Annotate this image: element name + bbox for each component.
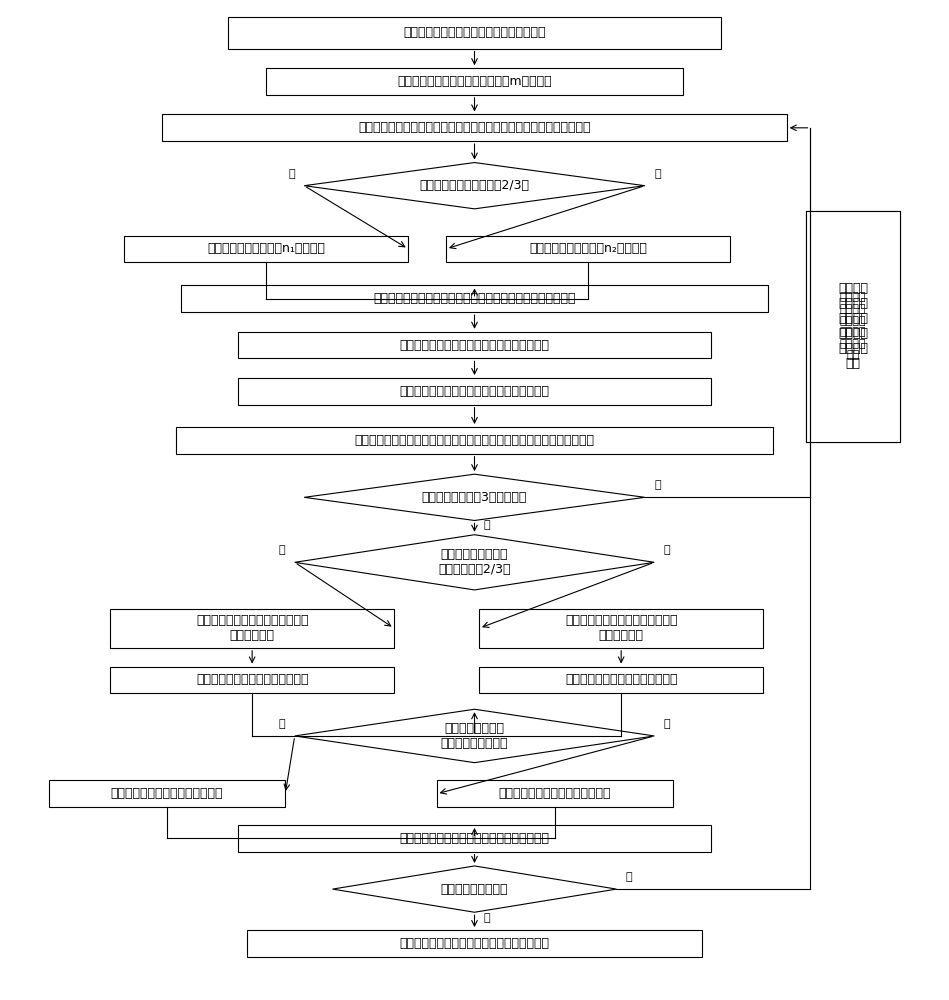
Text: 重复重点区域局部迭代过程直至满足终止条件: 重复重点区域局部迭代过程直至满足终止条件	[400, 832, 549, 845]
Text: 是: 是	[288, 169, 295, 179]
FancyBboxPatch shape	[806, 211, 901, 442]
Text: 是: 是	[484, 520, 491, 530]
FancyBboxPatch shape	[806, 211, 901, 442]
Text: 计算样本点权值并选出有限元模型计算样本点: 计算样本点权值并选出有限元模型计算样本点	[400, 385, 549, 398]
Text: 当前最优值是否在
重点局部区域内部？: 当前最优值是否在 重点局部区域内部？	[440, 722, 509, 750]
Text: 通过最优拉丁方实验设计方法生成m个初始点: 通过最优拉丁方实验设计方法生成m个初始点	[398, 75, 551, 88]
Text: 否: 否	[654, 169, 661, 179]
FancyBboxPatch shape	[110, 609, 394, 648]
Text: 选择有限元模型计算样本点并定义
重点局部区域: 选择有限元模型计算样本点并定义 重点局部区域	[195, 614, 308, 642]
Polygon shape	[332, 866, 617, 912]
FancyBboxPatch shape	[446, 236, 730, 262]
Text: 迭代次数是否大于最
大迭代次数的2/3？: 迭代次数是否大于最 大迭代次数的2/3？	[438, 548, 511, 576]
Text: 外循环迭代是否为3的整数倍？: 外循环迭代是否为3的整数倍？	[421, 491, 528, 504]
Text: 生成新的重点局部区域且尺寸不变: 生成新的重点局部区域且尺寸不变	[498, 787, 611, 800]
FancyBboxPatch shape	[181, 285, 768, 312]
FancyBboxPatch shape	[124, 236, 408, 262]
Text: 是: 是	[484, 913, 491, 923]
Text: 是: 是	[279, 719, 286, 729]
Text: 满足全局终止条件？: 满足全局终止条件？	[440, 883, 509, 896]
FancyBboxPatch shape	[177, 427, 772, 454]
Text: 利用有限元模型计算样本点通过分别构造转向系统结构的不同近似模型: 利用有限元模型计算样本点通过分别构造转向系统结构的不同近似模型	[359, 121, 590, 134]
FancyBboxPatch shape	[229, 17, 720, 49]
Polygon shape	[295, 709, 654, 763]
Text: 利用原样
本点和新
产生的样
本点组成
新的样本
点组: 利用原样 本点和新 产生的样 本点组成 新的样本 点组	[840, 292, 866, 360]
Text: 在重点局部区域执行最优迭代过程: 在重点局部区域执行最优迭代过程	[565, 673, 678, 686]
Text: 利用有限元模型对多目标优化最优解进行验证: 利用有限元模型对多目标优化最优解进行验证	[400, 937, 549, 950]
FancyBboxPatch shape	[238, 378, 711, 405]
FancyBboxPatch shape	[479, 609, 763, 648]
FancyBboxPatch shape	[248, 930, 701, 957]
FancyBboxPatch shape	[48, 780, 286, 807]
FancyBboxPatch shape	[162, 114, 787, 141]
Polygon shape	[305, 163, 644, 209]
FancyBboxPatch shape	[110, 667, 394, 693]
Text: 是否小于最大迭代次数的2/3？: 是否小于最大迭代次数的2/3？	[419, 179, 530, 192]
Text: 采用粗略采样策略生成n₁个样本点: 采用粗略采样策略生成n₁个样本点	[208, 242, 326, 255]
Text: 否: 否	[654, 480, 661, 490]
FancyBboxPatch shape	[479, 667, 763, 693]
Text: 采用大量采样策略生成n₂个样本点: 采用大量采样策略生成n₂个样本点	[530, 242, 647, 255]
Text: 确定转向系统结构的设计目标、变量及约束: 确定转向系统结构的设计目标、变量及约束	[403, 26, 546, 39]
Text: 否: 否	[663, 719, 670, 729]
Text: 选择有限元模型计算样本点并定义
重点局部区域: 选择有限元模型计算样本点并定义 重点局部区域	[565, 614, 678, 642]
Text: 否: 否	[663, 545, 670, 555]
Text: 在重点局部区域执行最优迭代过程: 在重点局部区域执行最优迭代过程	[195, 673, 308, 686]
Text: 利用原样
本点和新
产生的样
本点组成
新的样本
点组: 利用原样 本点和新 产生的样 本点组成 新的样本 点组	[838, 282, 868, 370]
Polygon shape	[295, 535, 654, 590]
Text: 用近似模型分别计算样本点函数值并按值的大小将样本点排序: 用近似模型分别计算样本点函数值并按值的大小将样本点排序	[373, 292, 576, 305]
FancyBboxPatch shape	[437, 780, 673, 807]
FancyBboxPatch shape	[267, 68, 682, 95]
Text: 根据样本点在集合中出现的概率将样本点分组: 根据样本点在集合中出现的概率将样本点分组	[400, 339, 549, 352]
Text: 生成新的重点局部区域且尺寸减半: 生成新的重点局部区域且尺寸减半	[111, 787, 223, 800]
Polygon shape	[305, 474, 644, 520]
FancyBboxPatch shape	[238, 825, 711, 852]
Text: 是: 是	[279, 545, 286, 555]
Text: 否: 否	[626, 872, 633, 882]
FancyBboxPatch shape	[238, 332, 711, 358]
Text: 更新转向系统近似模型并在有限元模型计算样本本中寻找当前全局最优点: 更新转向系统近似模型并在有限元模型计算样本本中寻找当前全局最优点	[355, 434, 594, 447]
